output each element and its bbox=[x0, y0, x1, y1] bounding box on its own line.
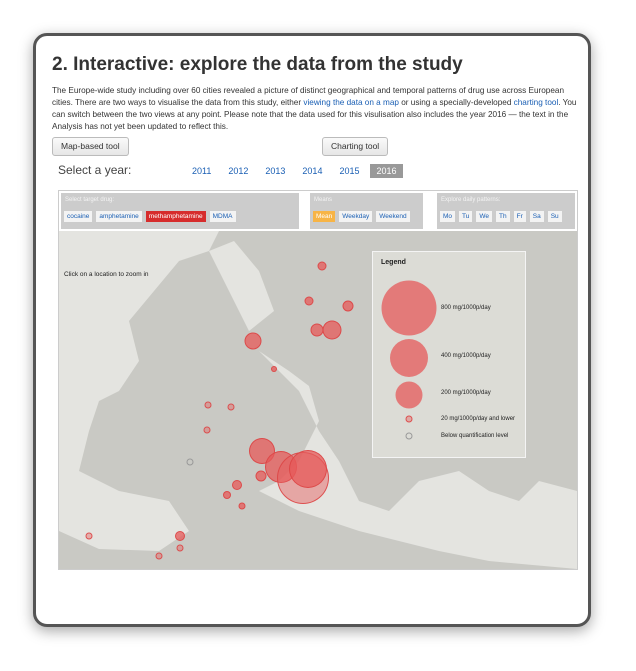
city-bubble[interactable] bbox=[317, 261, 327, 271]
city-bubble[interactable] bbox=[227, 403, 235, 411]
means-weekend[interactable]: Weekend bbox=[376, 211, 410, 222]
city-bubble[interactable] bbox=[322, 320, 342, 340]
intro-text: The Europe-wide study including over 60 … bbox=[52, 85, 582, 133]
city-bubble[interactable] bbox=[223, 491, 231, 499]
year-2011[interactable]: 2011 bbox=[192, 166, 212, 176]
year-2013[interactable]: 2013 bbox=[265, 166, 286, 176]
means-panel: Means Mean Weekday Weekend bbox=[310, 193, 423, 229]
intro-part: . You can switch between the two views a… bbox=[52, 98, 577, 131]
drug-amphetamine[interactable]: amphetamine bbox=[96, 211, 142, 222]
map-link[interactable]: viewing the data on a map bbox=[303, 98, 399, 107]
city-bubble[interactable] bbox=[232, 480, 242, 490]
map-legend: Legend 800 mg/1000p/day 400 mg/1000p/day… bbox=[372, 251, 526, 458]
legend-label: 400 mg/1000p/day bbox=[441, 353, 491, 359]
legend-circle-below bbox=[405, 432, 413, 440]
year-label: Select a year: bbox=[58, 163, 132, 177]
day-su[interactable]: Su bbox=[547, 211, 562, 222]
city-bubble[interactable] bbox=[155, 552, 163, 560]
daily-label: Explore daily patterns: bbox=[441, 197, 501, 203]
means-mean[interactable]: Mean bbox=[313, 211, 336, 222]
city-bubble[interactable] bbox=[289, 450, 327, 488]
year-2015[interactable]: 2015 bbox=[339, 166, 360, 176]
legend-label: 200 mg/1000p/day bbox=[441, 390, 491, 396]
legend-label: 20 mg/1000p/day and lower bbox=[441, 416, 516, 422]
city-bubble[interactable] bbox=[85, 532, 93, 540]
intro-part: The Europe-wide study including over 60 … bbox=[52, 86, 565, 107]
year-2012[interactable]: 2012 bbox=[228, 166, 249, 176]
legend-title: Legend bbox=[381, 259, 406, 266]
charting-link[interactable]: charting tool bbox=[513, 98, 559, 107]
interactive-card: 2. Interactive: explore the data from th… bbox=[33, 33, 591, 627]
year-selector: 2011 2012 2013 2014 2015 2016 bbox=[186, 164, 408, 178]
map-background bbox=[59, 231, 577, 569]
daily-panel: Explore daily patterns: Mo Tu We Th Fr S… bbox=[437, 193, 575, 229]
map-tool: Select target drug: cocaine amphetamine … bbox=[58, 190, 578, 570]
legend-circle-800 bbox=[381, 280, 437, 336]
day-mo[interactable]: Mo bbox=[440, 211, 456, 222]
means-weekday[interactable]: Weekday bbox=[339, 211, 373, 222]
legend-circle-20 bbox=[405, 415, 413, 423]
legend-circle-200 bbox=[395, 381, 423, 409]
city-bubble[interactable] bbox=[186, 458, 194, 466]
drug-cocaine[interactable]: cocaine bbox=[64, 211, 93, 222]
map-hint: Click on a location to zoom in bbox=[64, 271, 149, 278]
drug-mdma[interactable]: MDMA bbox=[209, 211, 236, 222]
europe-map[interactable]: Click on a location to zoom in Legend 80… bbox=[59, 231, 577, 569]
city-bubble[interactable] bbox=[304, 296, 314, 306]
city-bubble[interactable] bbox=[244, 332, 262, 350]
day-th[interactable]: Th bbox=[496, 211, 510, 222]
day-tu[interactable]: Tu bbox=[459, 211, 473, 222]
city-bubble[interactable] bbox=[175, 531, 185, 541]
city-bubble[interactable] bbox=[255, 470, 267, 482]
legend-label: Below quantification level bbox=[441, 433, 509, 439]
drug-methamphetamine[interactable]: methamphetamine bbox=[145, 211, 206, 222]
drug-label: Select target drug: bbox=[65, 197, 115, 203]
city-bubble[interactable] bbox=[271, 366, 277, 372]
legend-label: 800 mg/1000p/day bbox=[441, 305, 491, 311]
city-bubble[interactable] bbox=[342, 300, 354, 312]
page-title: 2. Interactive: explore the data from th… bbox=[52, 54, 463, 75]
means-label: Means bbox=[314, 197, 333, 203]
intro-part: or using a specially-developed bbox=[398, 98, 514, 107]
city-bubble[interactable] bbox=[203, 426, 211, 434]
city-bubble[interactable] bbox=[238, 502, 246, 510]
year-2014[interactable]: 2014 bbox=[302, 166, 323, 176]
day-fr[interactable]: Fr bbox=[513, 211, 526, 222]
city-bubble[interactable] bbox=[176, 544, 184, 552]
year-2016[interactable]: 2016 bbox=[370, 164, 403, 178]
map-based-tool-button[interactable]: Map-based tool bbox=[52, 137, 129, 156]
day-we[interactable]: We bbox=[476, 211, 493, 222]
drug-panel: Select target drug: cocaine amphetamine … bbox=[61, 193, 299, 229]
city-bubble[interactable] bbox=[204, 401, 212, 409]
day-sa[interactable]: Sa bbox=[529, 211, 544, 222]
legend-circle-400 bbox=[390, 339, 428, 377]
charting-tool-button[interactable]: Charting tool bbox=[322, 137, 389, 156]
